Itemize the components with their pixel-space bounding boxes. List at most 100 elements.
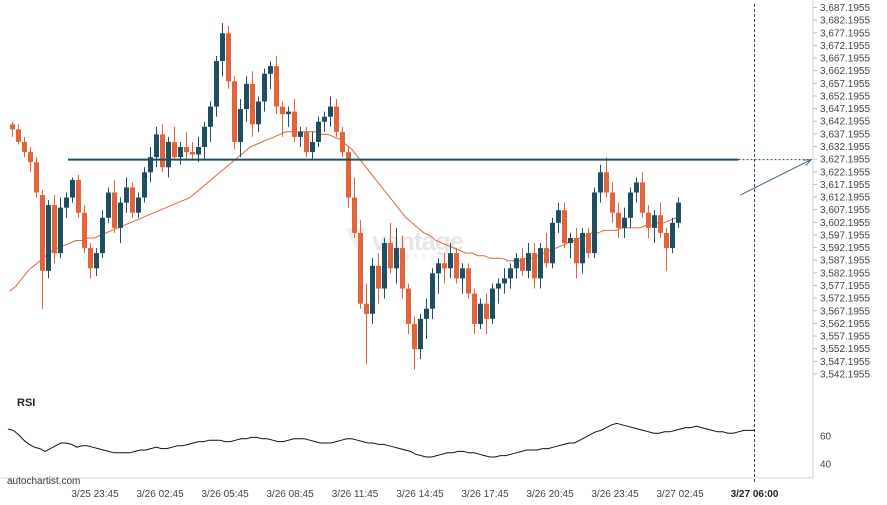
candle <box>388 222 393 274</box>
candle-body <box>544 248 549 264</box>
candle-body <box>292 111 297 137</box>
y-tick-label: 3,582.1955 <box>820 268 870 279</box>
candle <box>256 96 261 132</box>
y-tick-label: 3,602.1955 <box>820 218 870 229</box>
x-tick-label: 3/27 06:00 <box>731 489 779 500</box>
rsi-tick-label: 60 <box>820 432 832 443</box>
candle-body <box>370 265 375 314</box>
y-tick-label: 3,627.1955 <box>820 155 870 166</box>
candle-body <box>508 268 513 279</box>
candle-body <box>454 253 459 279</box>
candle-body <box>586 232 591 254</box>
candle-body <box>382 243 387 289</box>
candle-body <box>526 253 531 271</box>
candle-body <box>364 303 369 314</box>
candle <box>286 106 291 127</box>
candle-body <box>160 134 165 168</box>
candle-body <box>574 237 579 264</box>
y-tick-label: 3,557.1955 <box>820 332 870 343</box>
candle <box>238 98 243 158</box>
candle-body <box>658 215 663 233</box>
rsi-layer <box>7 422 755 458</box>
candle <box>538 243 543 289</box>
candle <box>370 258 375 324</box>
candle <box>130 182 135 218</box>
candle-body <box>226 33 231 82</box>
candle <box>442 253 447 284</box>
candle-body <box>112 192 117 228</box>
candle <box>670 217 675 254</box>
y-tick-label: 3,547.1955 <box>820 357 870 368</box>
x-tick-label: 3/26 17:45 <box>461 489 509 500</box>
candle-body <box>418 318 423 350</box>
watermark-text: vantage <box>372 226 464 256</box>
candle-body <box>238 109 243 142</box>
projection-arrow-head <box>802 159 813 167</box>
x-tick-label: 3/26 05:45 <box>201 489 249 500</box>
candle-body <box>40 195 45 271</box>
candle-body <box>538 248 543 279</box>
candle <box>448 243 453 279</box>
candle <box>46 200 51 279</box>
candle <box>520 248 525 276</box>
candle <box>184 131 189 160</box>
candle <box>598 164 603 203</box>
candle-body <box>184 147 189 153</box>
x-tick-label: 3/26 14:45 <box>396 489 444 500</box>
watermark-logo: vantage MARKETS <box>346 226 465 261</box>
candle <box>382 237 387 299</box>
candle <box>502 268 507 294</box>
candle <box>190 141 195 160</box>
candle <box>466 263 471 299</box>
candle-body <box>598 172 603 193</box>
candle <box>376 253 381 304</box>
y-tick-label: 3,592.1955 <box>820 243 870 254</box>
candle-body <box>604 172 609 193</box>
candle <box>88 243 93 279</box>
candle-body <box>274 66 279 107</box>
candle <box>676 197 681 228</box>
candle <box>178 141 183 165</box>
candle-body <box>532 253 537 279</box>
candle <box>124 177 129 213</box>
y-tick-label: 3,597.1955 <box>820 230 870 241</box>
resistance-layer <box>68 4 813 482</box>
candle-body <box>244 83 249 110</box>
candle-body <box>214 61 219 107</box>
candle <box>40 189 45 309</box>
candle <box>154 126 159 168</box>
y-tick-label: 3,562.1955 <box>820 319 870 330</box>
candle <box>640 172 645 218</box>
candle-body <box>190 152 195 155</box>
candle-body <box>304 131 309 153</box>
candle <box>436 258 441 294</box>
candle-body <box>400 248 405 289</box>
candle-body <box>490 288 495 319</box>
candle-body <box>34 162 39 193</box>
y-tick-label: 3,672.1955 <box>820 41 870 52</box>
candle <box>652 210 657 244</box>
candle <box>526 243 531 279</box>
candle <box>586 227 591 259</box>
candle <box>328 96 333 127</box>
candle-body <box>484 303 489 319</box>
candle <box>460 263 465 294</box>
y-tick-label: 3,617.1955 <box>820 180 870 191</box>
x-tick-label: 3/26 11:45 <box>332 489 379 500</box>
candle <box>10 121 15 137</box>
candle <box>358 220 363 309</box>
y-tick-label: 3,637.1955 <box>820 129 870 140</box>
candle-body <box>562 210 567 244</box>
watermark-subtext: MARKETS <box>382 254 437 261</box>
candle-body <box>646 212 651 228</box>
candle-body <box>148 157 153 173</box>
candle <box>28 147 33 173</box>
candle-body <box>622 217 627 228</box>
candle-body <box>406 288 411 324</box>
candle-body <box>568 237 573 244</box>
y-tick-label: 3,652.1955 <box>820 91 870 102</box>
candle <box>274 56 279 115</box>
candle-body <box>70 179 75 198</box>
candle <box>568 232 573 259</box>
